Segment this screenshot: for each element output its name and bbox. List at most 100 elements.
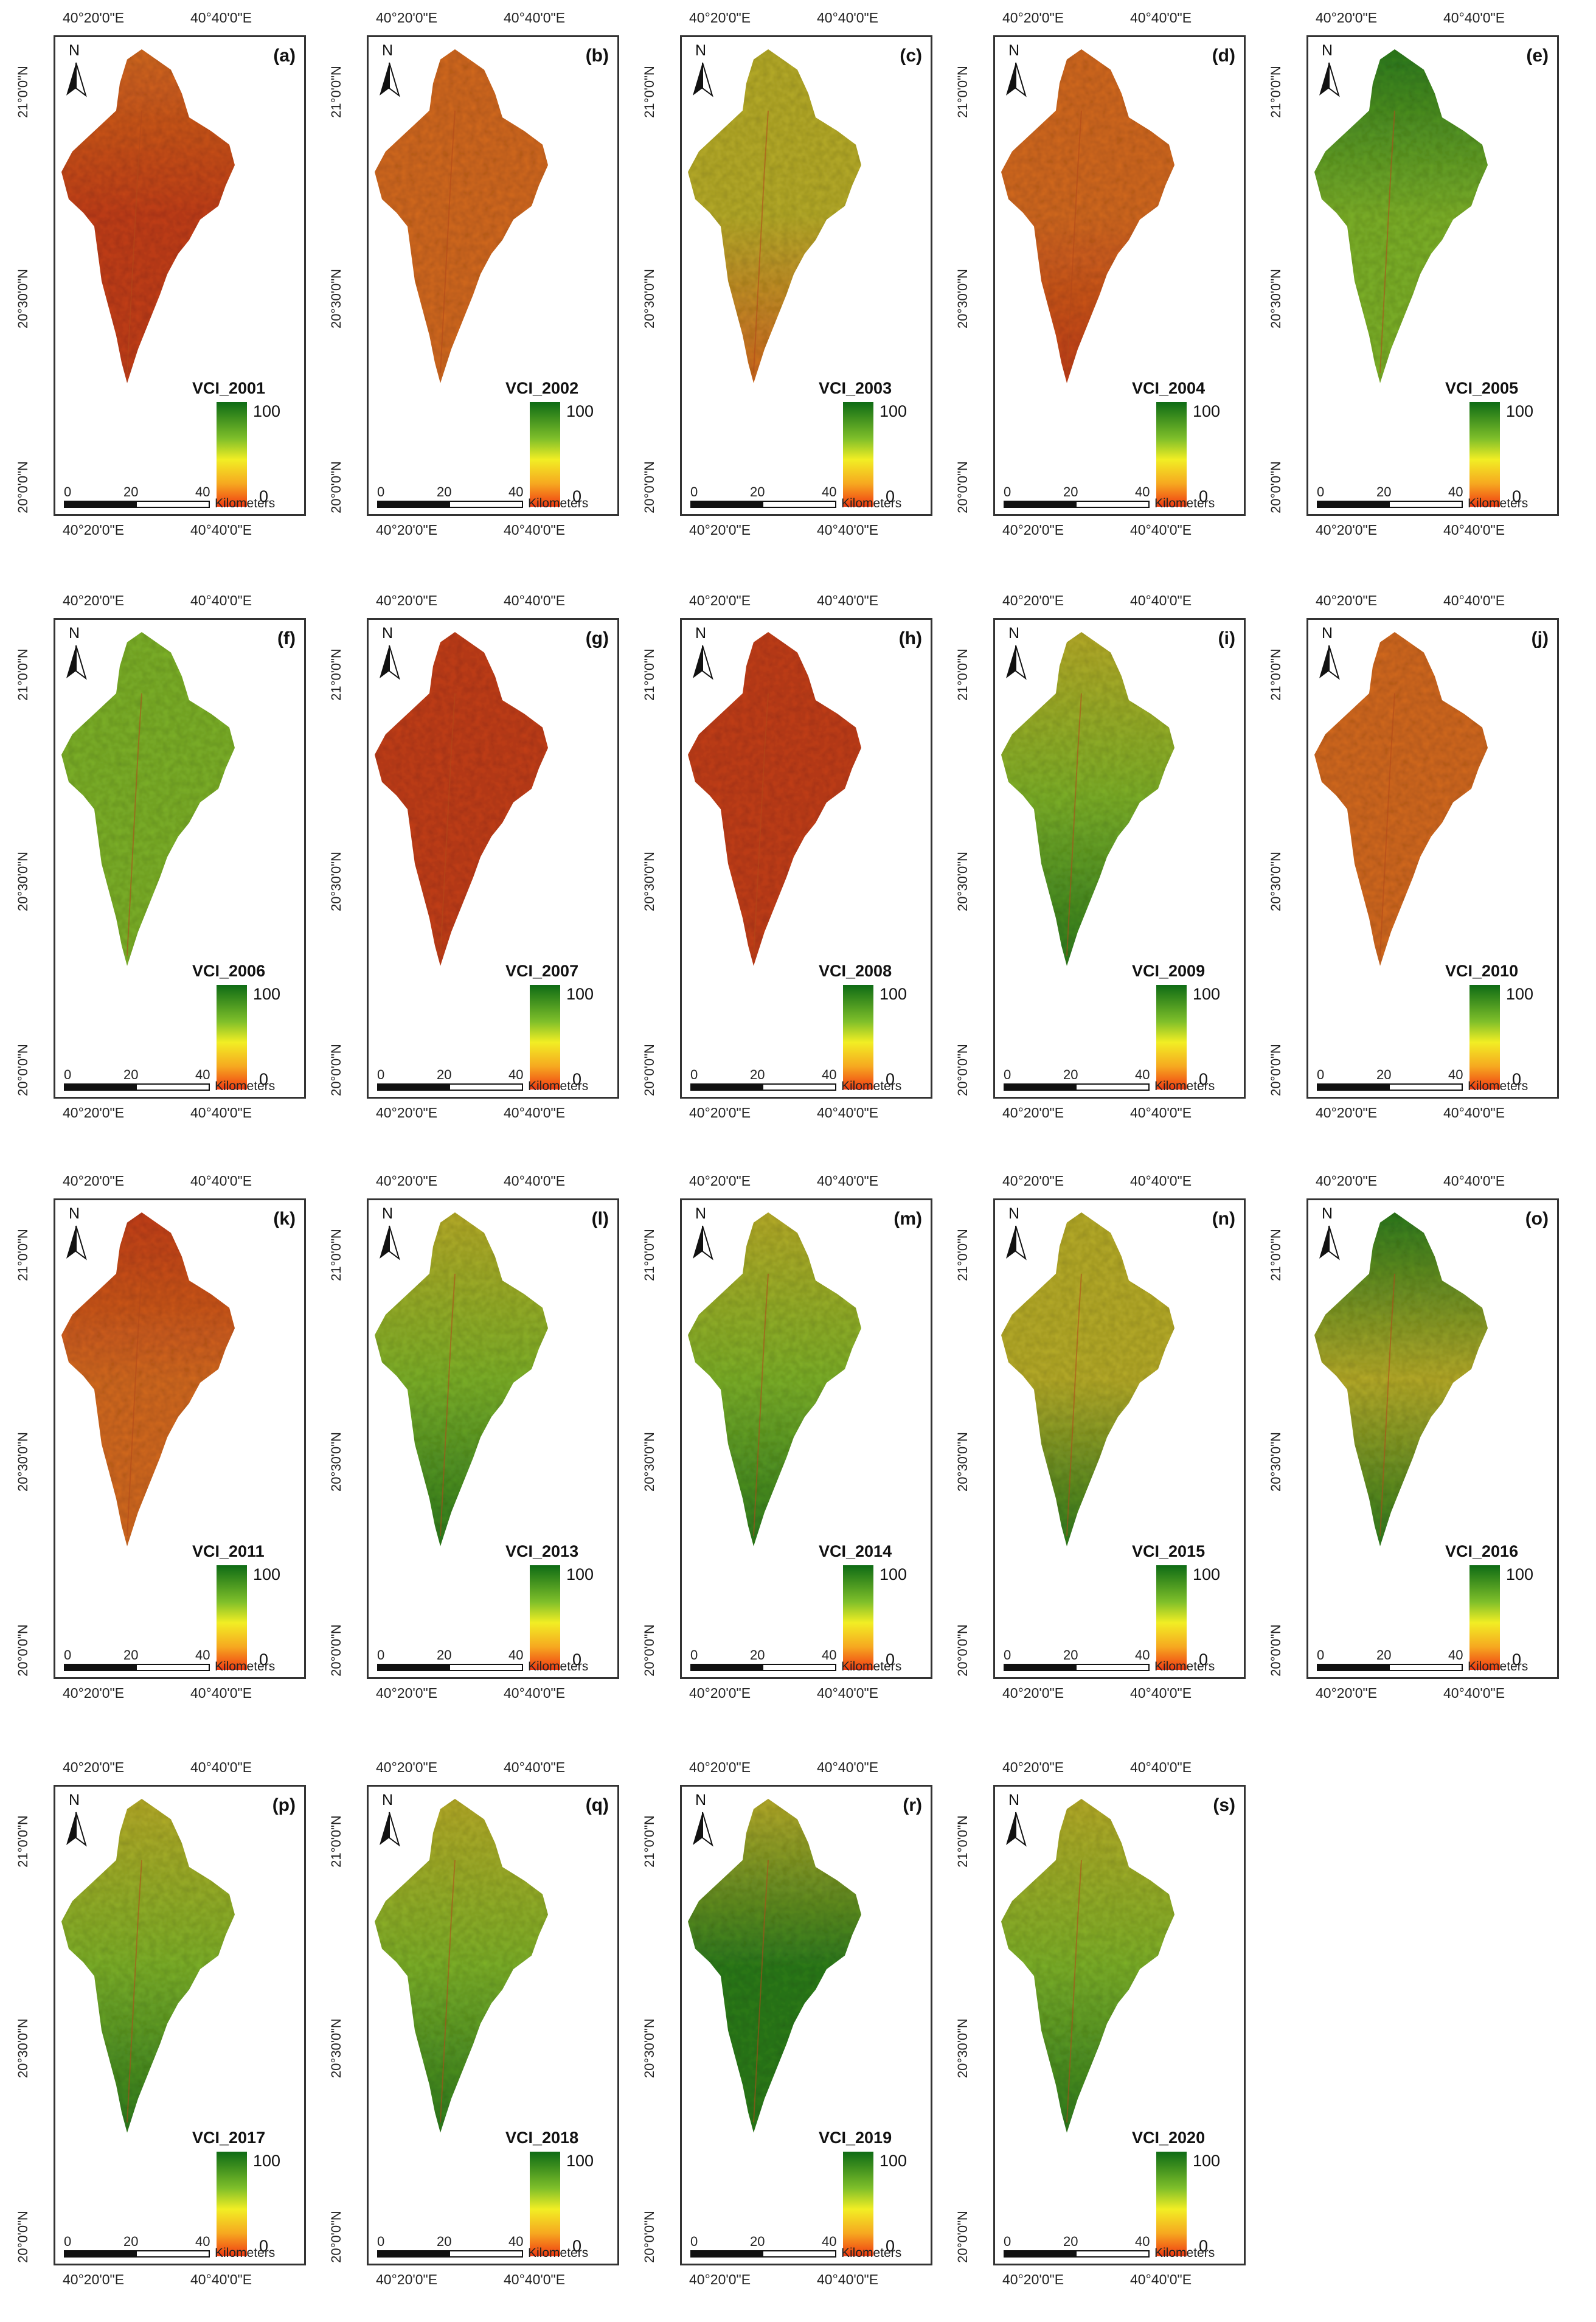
map-frame: (i) N VCI_2009 100 0 0 20 40 Kilometers [993,618,1246,1099]
longitude-label-west: 40°20'0"E [1316,593,1378,608]
latitude-label-south: 20°0'0"N [955,1624,970,1677]
scale-label-zero: 0 [1004,1067,1011,1082]
legend-min-label: 0 [572,2237,582,2255]
scale-label-zero: 0 [377,2234,385,2249]
latitude-label-south: 20°0'0"N [328,461,344,513]
legend-color-bar [530,1565,560,1670]
river-line [753,1273,769,1537]
latitude-label-mid: 20°30'0"N [955,852,970,911]
watershed-vci-map [688,632,861,966]
scale-unit-label: Kilometers [528,2246,589,2260]
north-arrow-icon [693,1225,713,1260]
panel-letter: (m) [893,1209,922,1229]
legend-min-label: 0 [886,1650,895,1669]
north-arrow-icon [1006,1225,1027,1260]
longitude-label-east: 40°40'0"E [1130,522,1192,538]
watershed-area [1314,1212,1488,1546]
north-arrow-icon [66,645,87,680]
latitude-label-mid: 20°30'0"N [642,852,657,911]
map-panel: 40°20'0"E 40°40'0"E (a) N VCI_2001 100 0 0 20 40 K… [5,5,309,552]
legend-max-label: 100 [1193,402,1221,420]
watershed-vci-map [1001,632,1174,966]
watershed-area [61,49,235,383]
panel-letter: (p) [272,1795,296,1815]
scale-bar-black-segment [1005,2251,1077,2256]
watershed-vci-map [61,49,235,383]
map-panel: 40°20'0"E 40°40'0"E (n) N VCI_2015 100 0 0 20 40 K… [945,1168,1249,1715]
map-frame: (g) N VCI_2007 100 0 0 20 40 Kilometers [367,618,619,1099]
map-panel: 40°20'0"E 40°40'0"E (g) N VCI_2007 100 0 0 20 40 K… [318,588,622,1135]
legend-color-bar [1156,2152,1187,2256]
scale-label-end: 40 [508,1067,524,1082]
scale-bar [690,2250,836,2258]
scale-bar [377,1083,523,1091]
north-arrow-icon [380,645,400,680]
north-arrow-icon [1006,1812,1027,1847]
legend-color-bar [1469,402,1500,507]
latitude-label-north: 21°0'0"N [955,1229,970,1281]
scale-bar-black-segment [65,1085,137,1090]
panel-letter: (s) [1213,1795,1235,1815]
scale-label-zero: 0 [64,1647,72,1663]
watershed-vci-map [61,632,235,966]
map-frame: (c) N VCI_2003 100 0 0 20 40 Kilometers [680,35,932,516]
latitude-label-south: 20°0'0"N [15,461,30,513]
river-line [1066,110,1082,374]
scale-bar [1317,1083,1463,1091]
longitude-label-west: 40°20'0"E [63,593,125,608]
north-label: N [1008,625,1020,642]
legend-min-label: 0 [1199,2237,1209,2255]
vci-year-label: VCI_2011 [192,1542,265,1560]
vci-year-label: VCI_2013 [505,1542,579,1560]
longitude-label-east: 40°40'0"E [1443,1173,1505,1189]
longitude-label-east: 40°40'0"E [1130,1173,1192,1189]
longitude-label-east: 40°40'0"E [504,2272,566,2287]
panel-letter: (c) [900,46,922,66]
scale-label-mid: 20 [437,484,452,499]
scale-label-end: 40 [508,2234,524,2249]
longitude-label-east: 40°40'0"E [1130,1759,1192,1775]
scale-unit-label: Kilometers [1154,1079,1215,1093]
longitude-label-west: 40°20'0"E [689,522,751,538]
north-label: N [69,42,80,59]
watershed-area [1314,632,1488,966]
longitude-label-east: 40°40'0"E [1130,2272,1192,2287]
scale-label-end: 40 [1135,2234,1150,2249]
legend-min-label: 0 [1199,1650,1209,1669]
longitude-label-east: 40°40'0"E [190,2272,252,2287]
longitude-label-west: 40°20'0"E [1316,522,1378,538]
scale-label-mid: 20 [750,1647,765,1663]
scale-label-end: 40 [508,1647,524,1663]
longitude-label-west: 40°20'0"E [376,10,438,26]
scale-bar [64,1083,210,1091]
vci-year-label: VCI_2007 [505,962,579,980]
longitude-label-west: 40°20'0"E [689,1105,751,1121]
scale-label-mid: 20 [437,1067,452,1082]
panel-letter: (r) [903,1795,922,1815]
longitude-label-west: 40°20'0"E [1316,1685,1378,1701]
vci-year-label: VCI_2005 [1445,379,1519,397]
panel-letter: (n) [1212,1209,1235,1229]
north-arrow-icon [380,1812,400,1847]
river-line [753,110,769,374]
scale-label-mid: 20 [1063,1647,1078,1663]
longitude-label-east: 40°40'0"E [817,593,879,608]
scale-label-zero: 0 [1317,484,1325,499]
map-panel: 40°20'0"E 40°40'0"E (s) N VCI_2020 100 0 0 20 40 K… [945,1754,1249,2302]
longitude-label-east: 40°40'0"E [817,1173,879,1189]
map-panel: 40°20'0"E 40°40'0"E (q) N VCI_2018 100 0 0 20 40 K… [318,1754,622,2302]
vci-year-label: VCI_2002 [505,379,579,397]
panel-letter: (l) [591,1209,609,1229]
legend-color-bar [530,985,560,1090]
latitude-label-mid: 20°30'0"N [955,1432,970,1492]
longitude-label-west: 40°20'0"E [63,10,125,26]
map-panel: 40°20'0"E 40°40'0"E (m) N VCI_2014 100 0 0 20 40 K… [631,1168,935,1715]
north-label: N [382,1792,394,1809]
legend-min-label: 0 [886,487,895,506]
scale-label-end: 40 [822,484,837,499]
legend-min-label: 0 [1512,1650,1522,1669]
longitude-label-west: 40°20'0"E [376,1173,438,1189]
legend-color-bar [843,402,873,507]
vci-year-label: VCI_2015 [1132,1542,1206,1560]
map-frame: (e) N VCI_2005 100 0 0 20 40 Kilometers [1306,35,1559,516]
